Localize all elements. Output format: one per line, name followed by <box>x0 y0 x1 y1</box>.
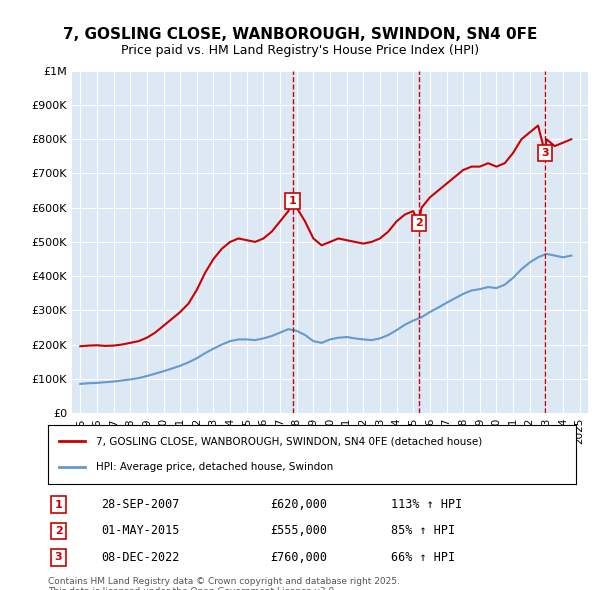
Text: £760,000: £760,000 <box>270 551 327 564</box>
Text: 66% ↑ HPI: 66% ↑ HPI <box>391 551 455 564</box>
Text: 3: 3 <box>55 552 62 562</box>
Text: 3: 3 <box>541 148 549 158</box>
Text: 08-DEC-2022: 08-DEC-2022 <box>101 551 179 564</box>
Text: 2: 2 <box>55 526 62 536</box>
Text: 1: 1 <box>55 500 62 510</box>
Text: Price paid vs. HM Land Registry's House Price Index (HPI): Price paid vs. HM Land Registry's House … <box>121 44 479 57</box>
Text: 2: 2 <box>415 218 422 228</box>
Text: 28-SEP-2007: 28-SEP-2007 <box>101 498 179 511</box>
Text: £555,000: £555,000 <box>270 525 327 537</box>
Text: 01-MAY-2015: 01-MAY-2015 <box>101 525 179 537</box>
Text: 113% ↑ HPI: 113% ↑ HPI <box>391 498 463 511</box>
Text: 85% ↑ HPI: 85% ↑ HPI <box>391 525 455 537</box>
Text: HPI: Average price, detached house, Swindon: HPI: Average price, detached house, Swin… <box>95 463 333 472</box>
Text: £620,000: £620,000 <box>270 498 327 511</box>
Text: 7, GOSLING CLOSE, WANBOROUGH, SWINDON, SN4 0FE (detached house): 7, GOSLING CLOSE, WANBOROUGH, SWINDON, S… <box>95 437 482 446</box>
Text: 1: 1 <box>289 196 296 206</box>
Text: Contains HM Land Registry data © Crown copyright and database right 2025.
This d: Contains HM Land Registry data © Crown c… <box>48 577 400 590</box>
Text: 7, GOSLING CLOSE, WANBOROUGH, SWINDON, SN4 0FE: 7, GOSLING CLOSE, WANBOROUGH, SWINDON, S… <box>63 27 537 41</box>
